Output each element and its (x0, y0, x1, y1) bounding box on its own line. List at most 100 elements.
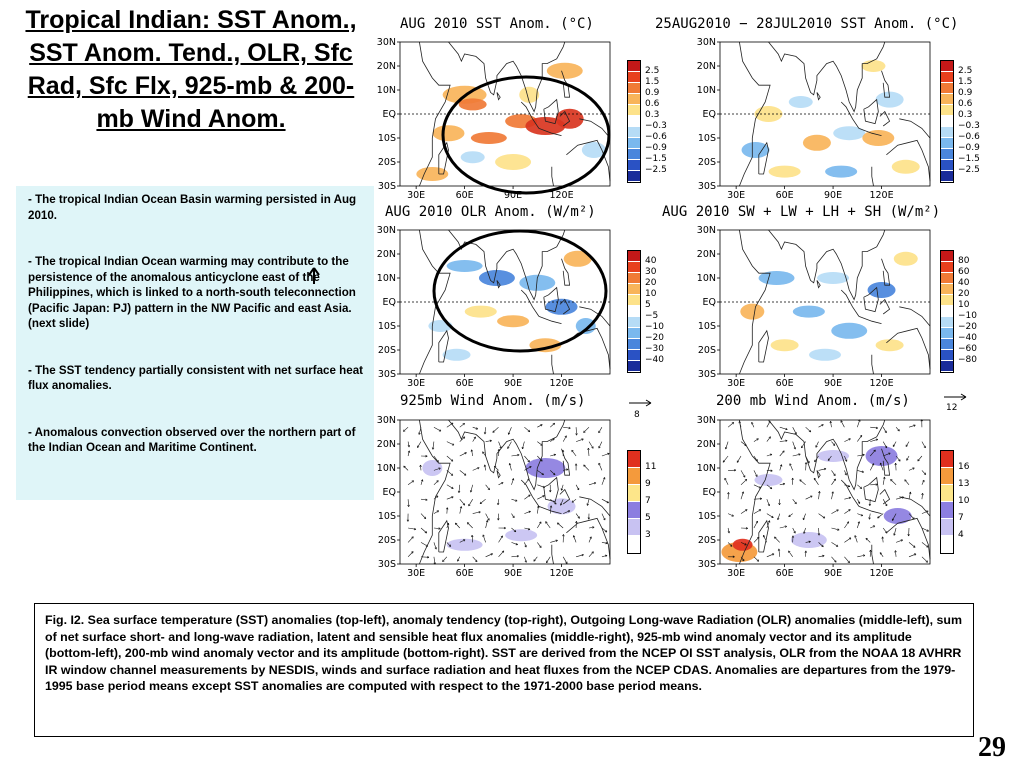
colorbar-label: 0.6 (645, 99, 660, 109)
coastline-segment (559, 298, 571, 315)
colorbar-swatch (941, 171, 953, 182)
colorbar-swatch (941, 138, 953, 149)
coastline-segment (579, 306, 611, 327)
coastline-segment (739, 229, 771, 375)
coastline-segment (881, 258, 891, 286)
lat-tick-label: 20S (378, 157, 396, 168)
coastline-segment (520, 101, 540, 129)
coastline-segment (863, 98, 879, 125)
coastline-segment (551, 544, 554, 565)
bullet-item: - The tropical Indian Ocean Basin warmin… (28, 193, 357, 222)
lon-tick-label: 120E (549, 378, 573, 386)
colorbar-swatch (628, 105, 640, 116)
lon-tick-label: 90E (504, 378, 522, 386)
coastline (739, 41, 931, 187)
colorbar-label: −40 (958, 333, 977, 343)
reference-vector-arrow-icon (944, 393, 967, 401)
lat-tick-label: EQ (383, 297, 396, 308)
colorbar-label: 10 (645, 289, 657, 299)
lat-tick-label: 10N (697, 463, 716, 474)
colorbar-label: −30 (645, 344, 664, 354)
wind200-reference-label: 12 (946, 403, 958, 413)
coastline-segment (840, 479, 860, 507)
colorbar-swatch (628, 94, 640, 105)
coastline-segment (561, 70, 571, 98)
colorbar-label: −60 (958, 344, 977, 354)
lat-tick-label: 10N (697, 85, 716, 96)
lat-tick-label: 10S (378, 321, 396, 332)
lon-tick-label: 120E (549, 568, 573, 578)
colorbar-label: −40 (645, 355, 664, 365)
colorbar-boxes (940, 250, 954, 373)
coastline-segment (768, 229, 886, 301)
lon-tick-label: 60E (456, 190, 474, 198)
coastline-segment (496, 280, 501, 289)
lat-tick-label: 20S (378, 345, 396, 356)
lon-tick-label: 120E (869, 378, 893, 386)
colorbar-swatch (628, 361, 640, 372)
bullet-box: - The tropical Indian Ocean Basin warmin… (16, 186, 374, 500)
colorbar-swatch (941, 273, 953, 284)
page-number: 29 (978, 732, 1006, 763)
anomaly-shading (741, 60, 920, 178)
colorbar-label: −0.6 (645, 132, 667, 142)
bullet-item: - The tropical Indian Ocean warming may … (28, 255, 356, 330)
slide-title: Tropical Indian: SST Anom., SST Anom. Te… (25, 6, 357, 133)
coastline-segment (881, 448, 891, 476)
lat-tick-label: 10N (697, 273, 716, 284)
colorbar-swatch (628, 317, 640, 328)
colorbar-swatch (628, 536, 640, 553)
colorbar-label: 2.5 (958, 66, 973, 76)
colorbar-label: 80 (958, 256, 970, 266)
colorbar-label: −0.3 (645, 121, 667, 131)
colorbar-label: 7 (958, 513, 964, 523)
colorbar-label: 0.6 (958, 99, 973, 109)
lat-tick-label: EQ (383, 487, 396, 498)
colorbar-swatch (941, 94, 953, 105)
coastline-segment (858, 128, 882, 136)
colorbar-swatch (628, 251, 640, 262)
lat-tick-label: 30S (698, 369, 716, 380)
colorbar-label: 9 (645, 479, 651, 489)
coastline-segment (871, 354, 874, 375)
colorbar-swatch (941, 284, 953, 295)
colorbar-label: 5 (645, 513, 651, 523)
lat-tick-label: 30S (378, 369, 396, 380)
coastline-segment (879, 298, 891, 315)
bullet-item: - Anomalous convection observed over the… (28, 425, 356, 455)
colorbar-label: 1.5 (645, 77, 660, 87)
coastline-segment (559, 488, 571, 505)
colorbar-swatch (628, 262, 640, 273)
coastline-segment (448, 229, 566, 301)
colorbar-swatch (941, 485, 953, 502)
coastline-segment (419, 419, 451, 565)
coastline-segment (816, 92, 821, 101)
coastline-segment (886, 139, 931, 182)
lon-tick-label: 90E (504, 190, 522, 198)
colorbar-swatch (941, 127, 953, 138)
colorbar-swatch (628, 519, 640, 536)
colorbar-label: −5 (645, 311, 659, 321)
lon-tick-label: 90E (824, 378, 842, 386)
colorbar-swatch (941, 339, 953, 350)
lon-tick-label: 30E (407, 568, 425, 578)
coastline-segment (561, 448, 571, 476)
lon-tick-label: 30E (727, 190, 745, 198)
coastline-segment (538, 128, 562, 136)
colorbar-label: 20 (958, 289, 970, 299)
colorbar-swatch (628, 485, 640, 502)
sst-tendency-map: 30N 20N 10N EQ 10S 20S 30S 30E 60E 90E 120E (697, 37, 931, 198)
coastline-segment (858, 316, 882, 324)
coastline-segment (840, 289, 860, 317)
lat-tick-label: 10S (698, 321, 716, 332)
colorbar-label: 0.3 (645, 110, 660, 120)
colorbar-label: −80 (958, 355, 977, 365)
lat-tick-label: 30N (697, 225, 716, 236)
coastline-segment (438, 141, 449, 175)
colorbar-swatch (628, 339, 640, 350)
lat-tick-label: 10N (377, 463, 396, 474)
lat-tick-label: 20N (377, 249, 396, 260)
highlight-oval-sst (441, 75, 611, 195)
colorbar-swatch (628, 138, 640, 149)
colorbar-swatch (941, 72, 953, 83)
